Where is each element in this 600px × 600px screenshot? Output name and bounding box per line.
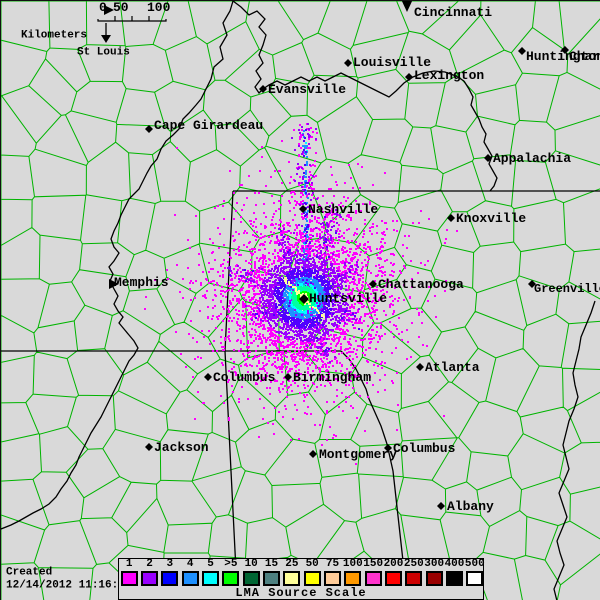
svg-text:Charleston: Charleston: [569, 49, 600, 64]
svg-text:Jackson: Jackson: [154, 440, 209, 455]
svg-text:50: 50: [113, 1, 129, 15]
svg-text:Created: Created: [6, 567, 52, 579]
svg-text:Knoxville: Knoxville: [456, 211, 526, 226]
svg-text:Evansville: Evansville: [268, 82, 346, 97]
svg-text:Cape Girardeau: Cape Girardeau: [154, 118, 263, 133]
svg-text:12/14/2012 11:16:42: 12/14/2012 11:16:42: [6, 580, 131, 592]
svg-text:100: 100: [147, 1, 171, 15]
svg-text:Birmingham: Birmingham: [293, 370, 371, 385]
svg-text:Greenville: Greenville: [534, 282, 600, 296]
svg-text:Atlanta: Atlanta: [425, 360, 480, 375]
svg-text:Albany: Albany: [447, 499, 494, 514]
svg-text:Memphis: Memphis: [114, 275, 169, 290]
svg-text:0: 0: [99, 1, 107, 15]
svg-text:Kilometers: Kilometers: [21, 30, 87, 42]
svg-text:Appalachia: Appalachia: [493, 151, 571, 166]
svg-text:Lexington: Lexington: [414, 68, 484, 83]
svg-text:St Louis: St Louis: [77, 47, 130, 59]
svg-text:Nashville: Nashville: [308, 202, 378, 217]
svg-text:Chattanooga: Chattanooga: [378, 277, 464, 292]
svg-text:Huntsville: Huntsville: [309, 291, 387, 306]
svg-text:Cincinnati: Cincinnati: [414, 5, 492, 20]
svg-text:Columbus: Columbus: [213, 370, 276, 385]
svg-text:Montgomery: Montgomery: [319, 447, 397, 462]
svg-text:Columbus: Columbus: [393, 441, 456, 456]
